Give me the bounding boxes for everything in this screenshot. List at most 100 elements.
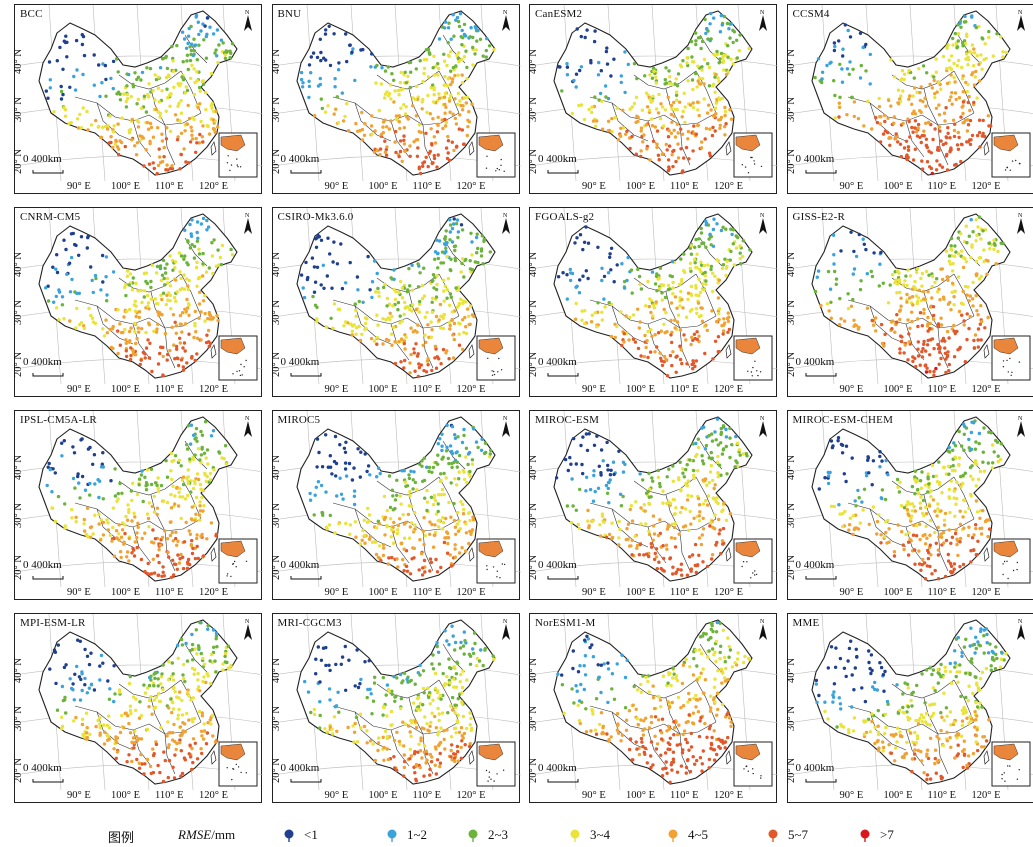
station-dot bbox=[936, 80, 941, 84]
station-dot bbox=[408, 154, 412, 158]
station-dot bbox=[450, 451, 454, 456]
station-dot bbox=[146, 293, 150, 298]
station-dot bbox=[678, 328, 683, 332]
station-dot bbox=[123, 144, 128, 149]
station-dot bbox=[939, 535, 943, 539]
station-dot bbox=[397, 321, 402, 325]
station-dot bbox=[453, 116, 457, 121]
station-dot bbox=[694, 237, 698, 242]
station-dot bbox=[81, 34, 86, 39]
station-dot bbox=[615, 263, 619, 267]
station-dot bbox=[942, 111, 946, 115]
station-dot bbox=[463, 549, 467, 553]
station-dot bbox=[133, 144, 137, 148]
station-dot bbox=[230, 253, 235, 257]
station-dot bbox=[934, 70, 938, 74]
station-dot bbox=[219, 38, 224, 42]
station-dot bbox=[966, 506, 971, 510]
station-dot bbox=[343, 467, 347, 471]
station-dot bbox=[186, 287, 190, 292]
station-dot bbox=[466, 511, 470, 515]
station-dot bbox=[976, 327, 980, 331]
station-dot bbox=[946, 449, 950, 453]
scale-bar bbox=[32, 170, 64, 174]
station-dot bbox=[464, 446, 468, 450]
station-dot bbox=[134, 153, 139, 157]
station-dot bbox=[182, 341, 187, 345]
station-dot bbox=[433, 141, 437, 145]
inset-island bbox=[754, 574, 756, 576]
station-dot bbox=[600, 310, 604, 314]
station-dot bbox=[719, 51, 724, 56]
station-dot bbox=[128, 339, 132, 343]
station-dot bbox=[721, 263, 726, 267]
station-dot bbox=[320, 465, 324, 469]
station-dot bbox=[115, 92, 119, 96]
station-dot bbox=[904, 153, 909, 157]
station-dot bbox=[571, 504, 575, 508]
station-dot bbox=[160, 132, 164, 136]
station-dot bbox=[419, 552, 423, 556]
station-dot bbox=[647, 529, 651, 534]
station-dot bbox=[176, 504, 181, 508]
station-dot bbox=[901, 77, 906, 82]
station-dot bbox=[909, 514, 913, 518]
station-dot bbox=[951, 61, 956, 66]
station-dot bbox=[135, 531, 139, 535]
station-dot bbox=[417, 302, 421, 306]
station-dot bbox=[671, 286, 675, 290]
station-dot bbox=[644, 304, 648, 308]
station-dot bbox=[709, 11, 713, 16]
station-dot bbox=[426, 469, 431, 474]
station-dot bbox=[907, 502, 911, 506]
station-dot bbox=[350, 47, 355, 51]
station-dot bbox=[179, 516, 183, 521]
station-dot bbox=[836, 39, 840, 43]
station-dot bbox=[156, 302, 160, 306]
station-dot bbox=[968, 294, 972, 298]
station-dot bbox=[447, 327, 451, 331]
station-dot bbox=[967, 138, 971, 142]
station-dot bbox=[691, 105, 696, 110]
station-dot bbox=[353, 535, 358, 539]
station-dot bbox=[431, 54, 436, 58]
station-dot bbox=[435, 62, 439, 66]
station-dot bbox=[622, 340, 626, 344]
station-dot bbox=[314, 245, 318, 249]
station-dot bbox=[671, 292, 675, 296]
station-dot bbox=[685, 498, 690, 502]
station-dot bbox=[463, 49, 468, 53]
station-dot bbox=[965, 118, 969, 122]
station-dot bbox=[444, 120, 448, 125]
station-dot bbox=[829, 504, 833, 508]
station-dot bbox=[469, 240, 474, 244]
station-dot bbox=[457, 322, 462, 326]
station-dot bbox=[126, 97, 130, 101]
station-dot bbox=[953, 502, 958, 506]
station-dot bbox=[305, 277, 309, 282]
station-dot bbox=[311, 51, 315, 55]
station-dot bbox=[966, 437, 970, 442]
station-dot bbox=[835, 439, 840, 443]
station-dot bbox=[457, 453, 461, 458]
station-dot bbox=[969, 243, 974, 247]
station-dot bbox=[966, 525, 971, 529]
station-dot bbox=[84, 711, 89, 715]
station-dot bbox=[956, 32, 960, 36]
station-dot bbox=[344, 59, 348, 64]
station-dot bbox=[952, 455, 957, 459]
station-dot bbox=[824, 63, 829, 68]
station-dot bbox=[452, 321, 456, 326]
station-dot bbox=[457, 470, 461, 474]
station-dot bbox=[130, 519, 134, 523]
station-dot bbox=[430, 300, 434, 304]
station-dot bbox=[978, 53, 983, 57]
station-dot bbox=[634, 95, 639, 100]
station-dot bbox=[946, 552, 950, 557]
station-dot bbox=[181, 555, 185, 559]
station-dot bbox=[869, 127, 873, 131]
station-dot bbox=[626, 522, 631, 526]
station-dot bbox=[701, 282, 705, 286]
station-dot bbox=[210, 106, 214, 110]
station-dot bbox=[951, 75, 956, 80]
